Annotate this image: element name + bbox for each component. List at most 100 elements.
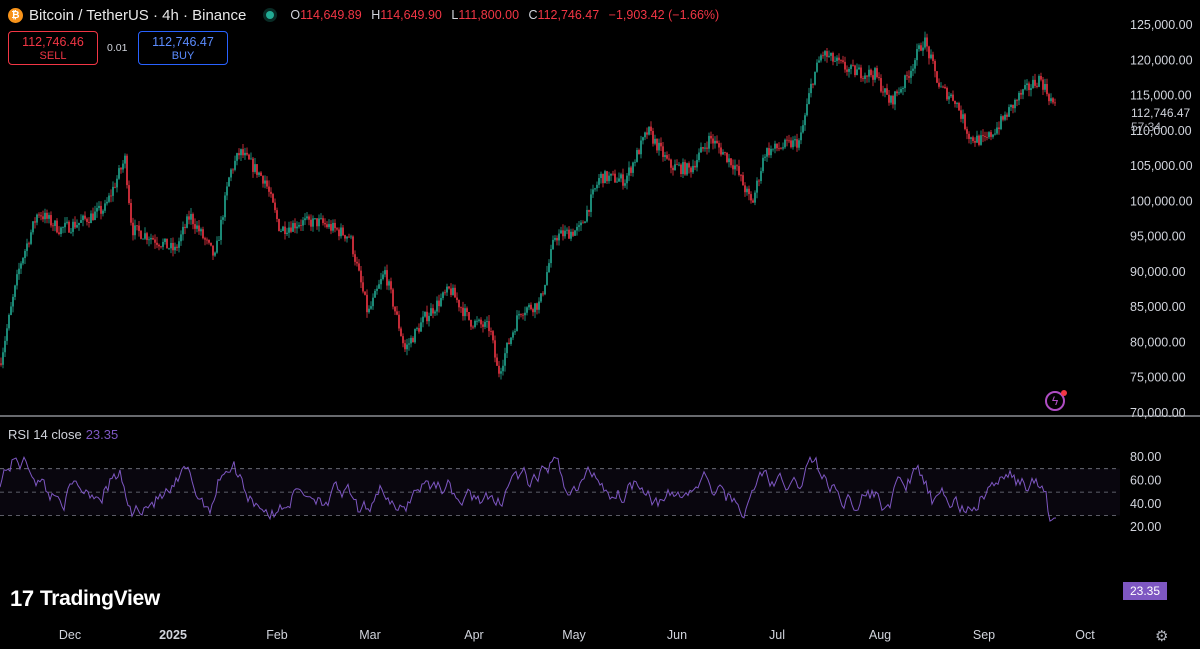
candle-body (112, 186, 114, 196)
candle-body (1026, 83, 1028, 86)
candle-body (446, 286, 448, 293)
candle-body (1048, 94, 1050, 102)
candle-body (114, 186, 116, 188)
candle-body (94, 211, 96, 221)
candle-body (266, 180, 268, 187)
candle-body (162, 241, 164, 247)
candle-body (318, 218, 320, 227)
candle-body (898, 92, 900, 94)
candle-body (750, 194, 752, 201)
candle-body (766, 148, 768, 157)
candle-body (778, 148, 780, 150)
candle-body (362, 282, 364, 292)
candle-body (242, 149, 244, 156)
buy-price: 112,746.47 (152, 35, 214, 49)
candle-body (428, 315, 430, 322)
symbol-title[interactable]: Bitcoin / TetherUS · 4h · Binance (29, 6, 247, 24)
candle-body (54, 220, 56, 226)
candle-body (6, 328, 8, 341)
candle-body (178, 241, 180, 248)
candle-body (158, 244, 160, 247)
candle-body (930, 54, 932, 59)
low-label: L (451, 8, 459, 22)
symbol-header: ₿ Bitcoin / TetherUS · 4h · Binance O114… (8, 6, 719, 24)
candle-body (240, 149, 242, 156)
candle-body (276, 210, 278, 220)
candle-body (422, 316, 424, 323)
candle-body (436, 300, 438, 312)
candle-body (1006, 114, 1008, 117)
candle-body (404, 343, 406, 350)
candle-body (924, 37, 926, 48)
candle-body (314, 218, 316, 220)
candle-body (736, 165, 738, 167)
candle-body (192, 214, 194, 225)
candle-body (548, 263, 550, 273)
candle-body (840, 60, 842, 61)
candle-body (208, 240, 210, 243)
candle-body (232, 169, 234, 171)
time-tick-label: Mar (359, 628, 381, 642)
candle-body (988, 132, 990, 138)
candle-body (956, 103, 958, 104)
candle-body (822, 55, 824, 57)
candle-body (450, 288, 452, 295)
price-axis[interactable]: 125,000.00 120,000.00 115,000.00 110,000.00… (1130, 18, 1193, 420)
candle-body (40, 215, 42, 217)
candle-body (742, 175, 744, 186)
candle-body (886, 88, 888, 95)
candle-body (658, 142, 660, 151)
candle-body (186, 216, 188, 228)
candle-body (506, 342, 508, 354)
candle-body (952, 94, 954, 101)
candle-body (160, 246, 162, 248)
sell-button[interactable]: 112,746.46 SELL (8, 31, 98, 65)
candle-body (1018, 92, 1020, 101)
candle-body (358, 263, 360, 271)
candle-body (866, 75, 868, 77)
candle-body (130, 203, 132, 223)
market-status-icon[interactable] (266, 11, 275, 19)
buy-label: BUY (171, 50, 195, 62)
candle-body (364, 291, 366, 295)
rsi-axis[interactable]: 80.00 60.00 40.00 20.00 (1130, 450, 1161, 534)
candle-body (400, 328, 402, 337)
candle-body (726, 152, 728, 163)
candle-body (14, 285, 16, 297)
candle-body (696, 160, 698, 168)
candle-body (746, 188, 748, 193)
tradingview-logo[interactable]: 17 TradingView (10, 586, 160, 612)
candle-body (1032, 79, 1034, 89)
gear-icon[interactable]: ⚙ (1155, 628, 1169, 645)
candle-body (326, 224, 328, 228)
buy-button[interactable]: 112,746.47 BUY (138, 31, 228, 65)
candle-body (322, 218, 324, 224)
rsi-legend[interactable]: RSI 14 close 23.35 (8, 427, 118, 442)
candle-body (680, 164, 682, 175)
candle-body (1040, 75, 1042, 80)
candle-body (922, 47, 924, 51)
candle-body (290, 227, 292, 232)
time-axis[interactable]: Dec 2025 Feb Mar Apr May Jun Jul Aug Sep Oct (59, 628, 1095, 642)
candle-body (468, 312, 470, 320)
candle-body (1046, 84, 1048, 95)
candle-body (398, 314, 400, 329)
candle-body (498, 365, 500, 374)
candle-body (972, 137, 974, 142)
candle-body (848, 68, 850, 72)
candle-body (382, 274, 384, 280)
rsi-tick-label: 60.00 (1130, 473, 1161, 487)
candle-body (320, 218, 322, 220)
candle-body (986, 136, 988, 138)
candle-body (618, 178, 620, 182)
candle-body (138, 225, 140, 231)
notification-dot (1061, 390, 1067, 396)
candle-body (624, 183, 626, 186)
lightning-bolt-icon[interactable]: ϟ (1045, 390, 1067, 411)
candle-body (1002, 116, 1004, 120)
sell-label: SELL (39, 50, 67, 62)
candle-body (82, 215, 84, 221)
candle-body (234, 160, 236, 170)
candle-body (598, 178, 600, 185)
